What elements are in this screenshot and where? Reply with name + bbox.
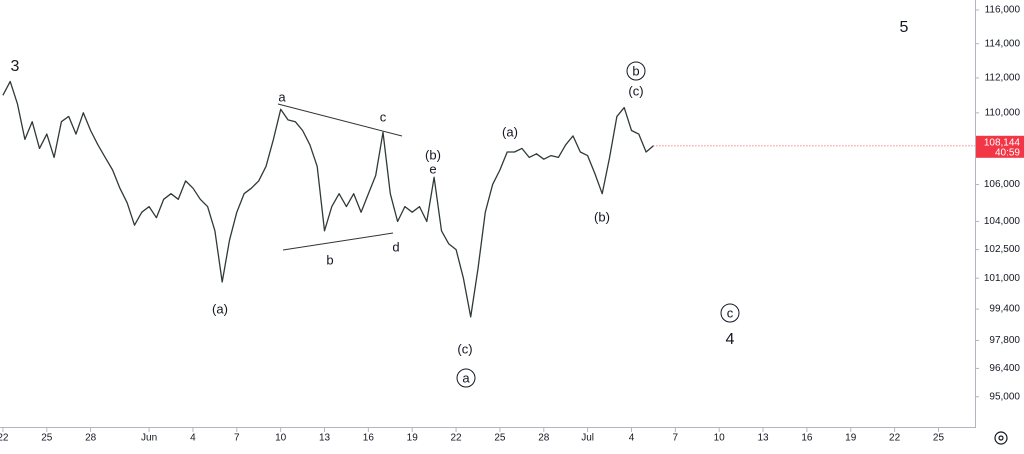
wave-label: 5 <box>900 19 909 36</box>
x-tick-label: 7 <box>234 433 240 444</box>
wave-label: d <box>392 239 399 254</box>
x-tick-label: 25 <box>494 433 506 444</box>
wave-label: b <box>632 63 639 78</box>
y-tick-label: 114,000 <box>985 38 1021 49</box>
x-tick-label: 25 <box>933 433 945 444</box>
wave-label: c <box>727 305 734 320</box>
y-tick-label: 102,500 <box>984 244 1021 255</box>
wave-label: 4 <box>726 331 735 348</box>
wave-label: e <box>429 161 436 176</box>
y-tick-label: 97,800 <box>989 335 1020 346</box>
last-price-label: 108,144 <box>984 137 1021 148</box>
wave-label: (c) <box>457 341 472 356</box>
y-tick-label: 112,000 <box>985 73 1021 84</box>
price-line <box>2 80 654 318</box>
trend-line <box>277 103 403 137</box>
wave-label: b <box>326 252 333 267</box>
y-tick-label: 99,400 <box>989 304 1020 315</box>
x-tick-label: 16 <box>801 433 813 444</box>
wave-label: a <box>462 370 470 385</box>
x-tick-label: 22 <box>451 433 463 444</box>
x-tick-label: 22 <box>0 433 9 444</box>
trend-line <box>282 232 394 251</box>
x-tick-label: 19 <box>845 433 857 444</box>
x-tick-label: 7 <box>673 433 679 444</box>
gear-ring[interactable] <box>994 431 1008 445</box>
annotation-circle <box>626 61 646 81</box>
wave-label: (b) <box>425 147 441 162</box>
settings-icon[interactable] <box>994 431 1008 445</box>
wave-label: (a) <box>212 301 228 316</box>
wave-label: 3 <box>11 58 20 75</box>
x-tick-label: Jun <box>141 433 157 444</box>
x-tick-label: 19 <box>407 433 419 444</box>
x-tick-label: 10 <box>714 433 726 444</box>
y-tick-label: 104,000 <box>984 216 1021 227</box>
x-tick-label: 28 <box>85 433 97 444</box>
y-tick-label: 116,000 <box>985 5 1021 16</box>
wave-label: c <box>380 109 387 124</box>
x-tick-label: 28 <box>538 433 550 444</box>
x-tick-label: 22 <box>889 433 901 444</box>
gear-hub[interactable] <box>998 435 1004 441</box>
wave-label: (b) <box>594 209 610 224</box>
y-tick-label: 110,000 <box>985 107 1021 118</box>
y-tick-label: 95,000 <box>989 391 1020 402</box>
annotation-circle <box>720 303 740 323</box>
x-tick-label: 13 <box>757 433 769 444</box>
y-tick-label: 106,000 <box>984 179 1021 190</box>
x-tick-label: 4 <box>190 433 196 444</box>
wave-label: a <box>278 89 286 104</box>
y-tick-label: 96,400 <box>989 363 1020 374</box>
countdown-label: 40:59 <box>995 147 1020 158</box>
x-tick-label: 16 <box>363 433 375 444</box>
wave-label: (c) <box>628 83 643 98</box>
x-tick-label: 13 <box>319 433 331 444</box>
x-tick-label: 25 <box>41 433 53 444</box>
wave-label: (a) <box>502 124 518 139</box>
last-price-tag <box>976 135 1024 158</box>
annotation-circle <box>456 368 476 388</box>
x-tick-label: Jul <box>581 433 594 444</box>
x-tick-label: 10 <box>275 433 287 444</box>
x-tick-label: 4 <box>629 433 635 444</box>
y-tick-label: 101,000 <box>984 273 1021 284</box>
